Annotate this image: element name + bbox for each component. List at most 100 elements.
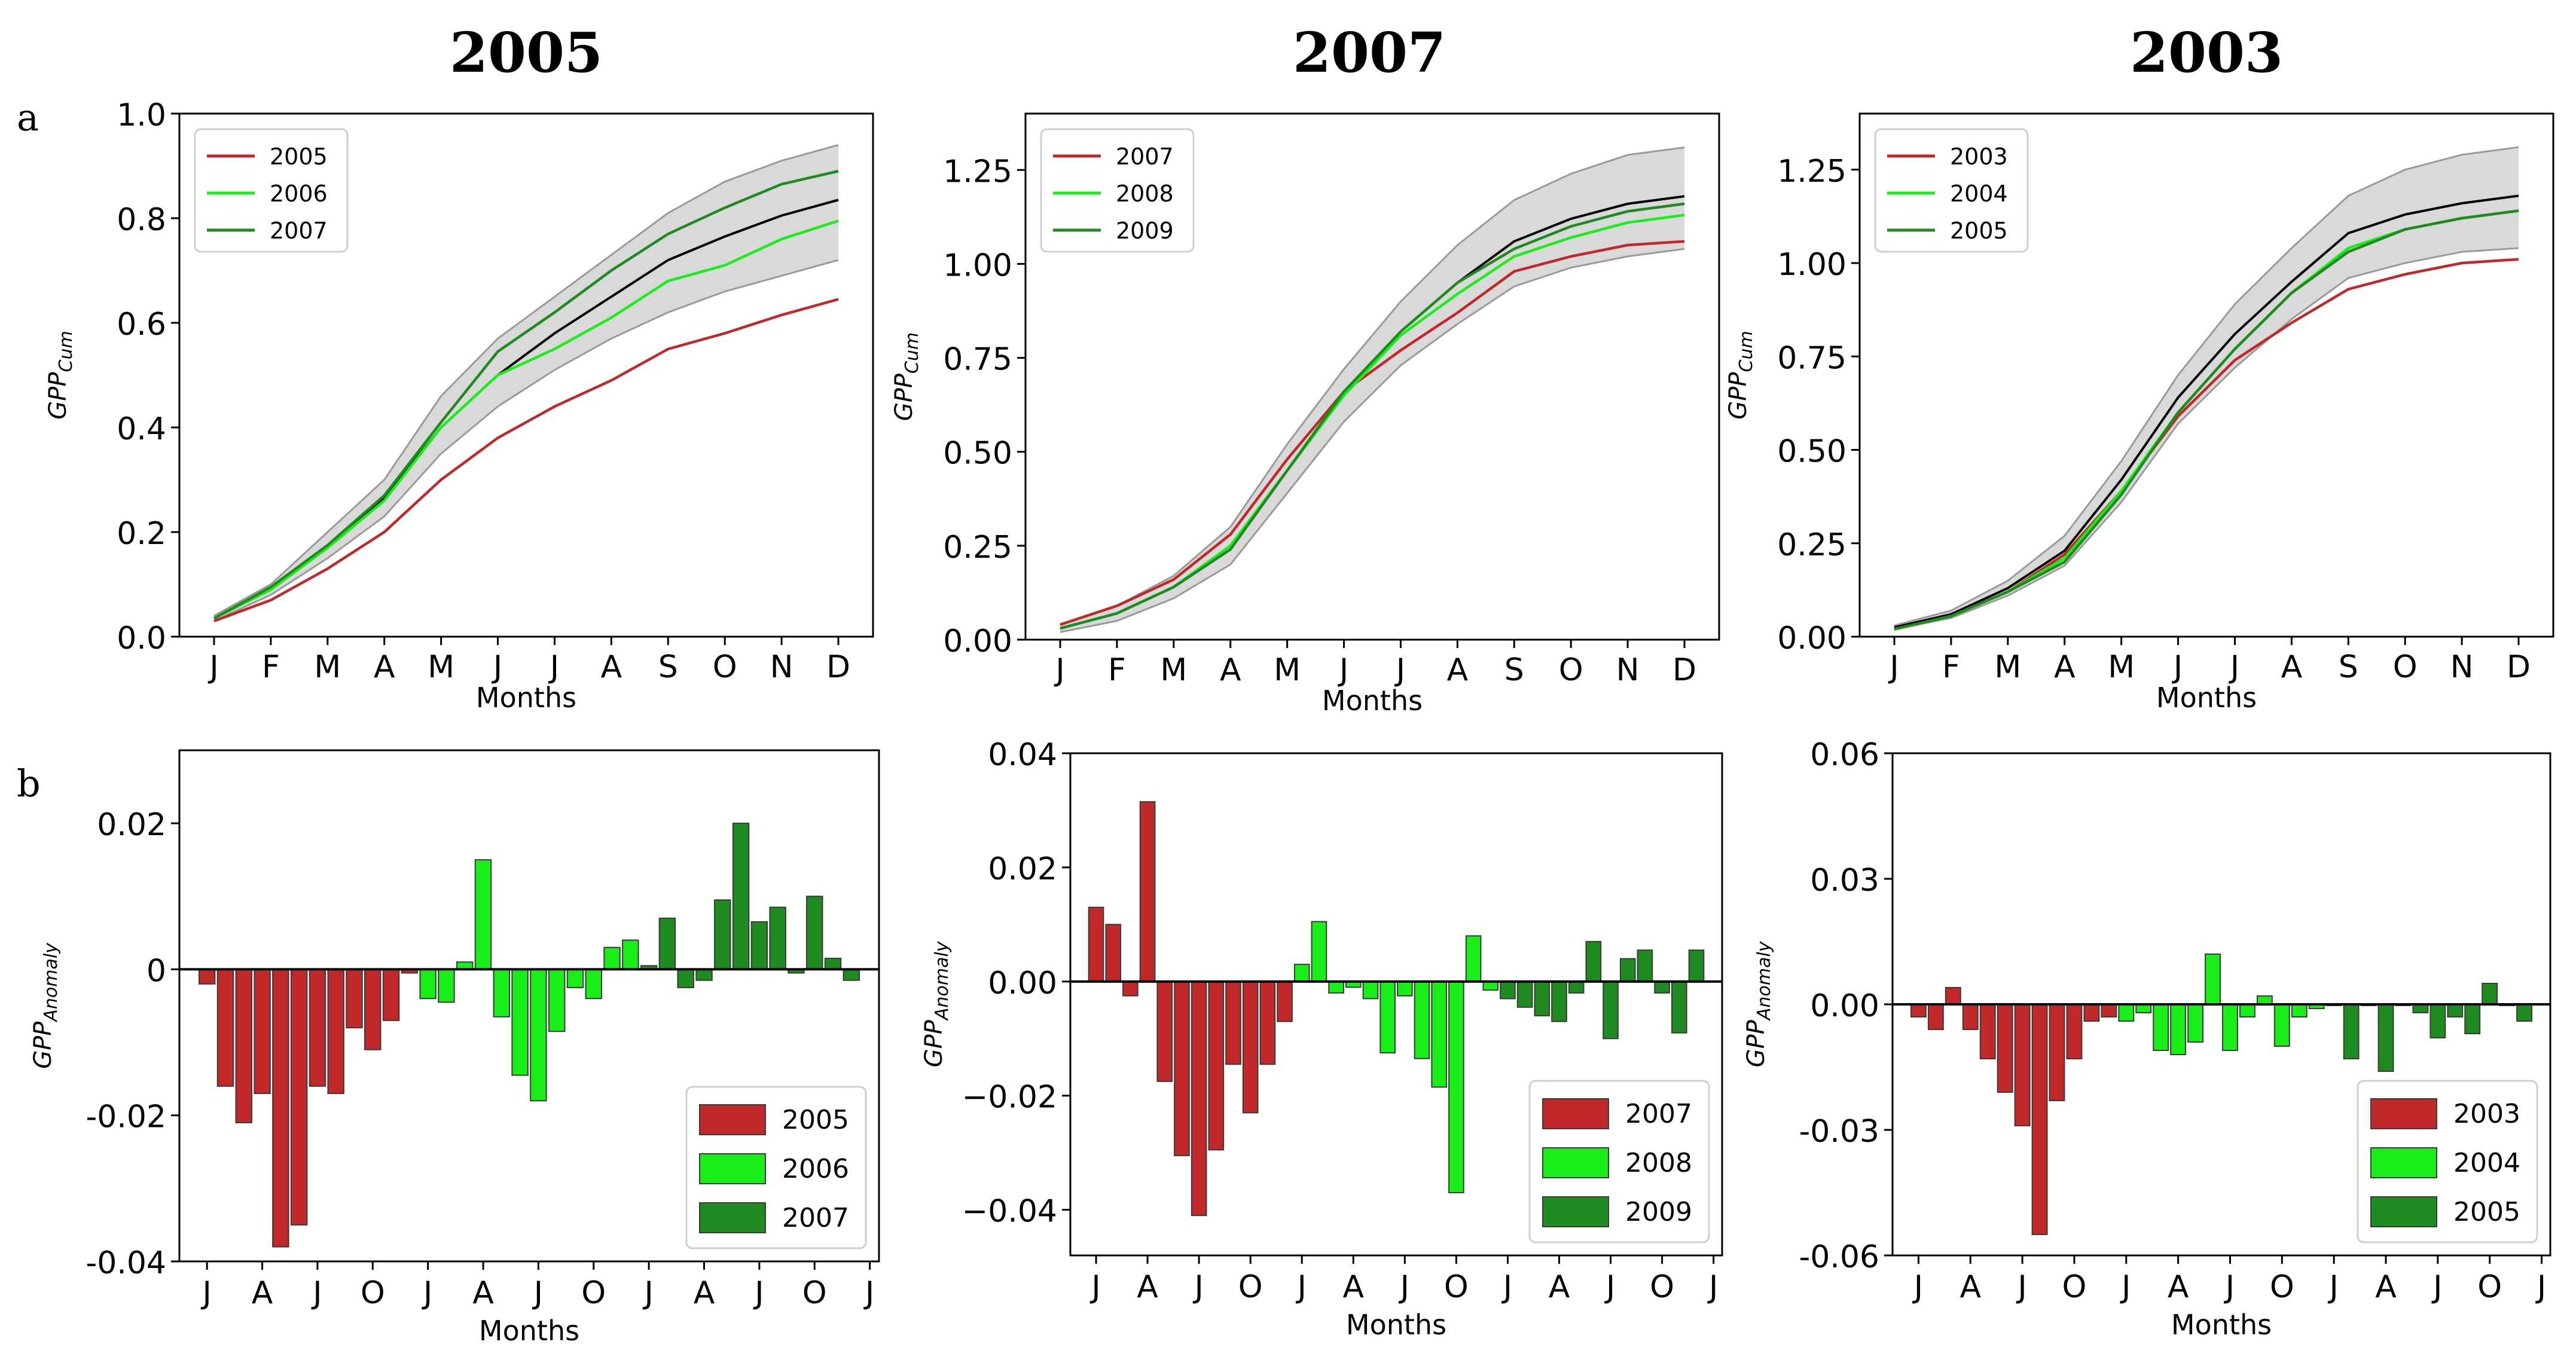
x-tick-label: M (314, 649, 341, 685)
bar-2005-9 (346, 968, 363, 1029)
x-tick-label: J (1501, 1269, 1512, 1305)
y-tick-label: -0.06 (1799, 1239, 1879, 1275)
y-axis-label: GPPCum (890, 332, 923, 421)
bar-2007-6 (732, 823, 750, 970)
plot-frame (1858, 112, 2554, 638)
x-tick-label: O (581, 1275, 606, 1311)
x-tick-label: J (2229, 649, 2239, 685)
bar-2009-7 (1603, 980, 1619, 1040)
legend-swatch-2004 (2370, 1147, 2437, 1178)
band-upper-line (1894, 146, 2519, 627)
chart-title: 2007 (1293, 20, 1446, 85)
x-tick-label: O (1559, 652, 1583, 688)
x-tick-label: J (1089, 1269, 1100, 1305)
x-tick-label: A (1343, 1269, 1365, 1305)
bar-2003-7 (2014, 1004, 2031, 1126)
bar-2005-3 (235, 968, 253, 1123)
x-tick-label: O (1238, 1269, 1263, 1305)
x-tick-label: J (492, 649, 502, 685)
bar-2006-10 (585, 968, 603, 1000)
bar-2004-3 (2153, 1004, 2169, 1051)
x-tick-label: O (1444, 1269, 1469, 1305)
bar-2007-4 (695, 968, 713, 981)
x-tick-label: J (532, 1275, 543, 1311)
x-tick-label: A (2168, 1269, 2189, 1305)
bar-2007-4 (1139, 801, 1156, 982)
bar-2003-3 (1945, 987, 1961, 1005)
y-tick-label: 0.25 (943, 530, 1012, 566)
bar-2008-1 (1293, 964, 1310, 982)
bar-2007-11 (824, 958, 842, 970)
x-axis-label: Months (1346, 1309, 1446, 1341)
x-tick-label: M (1160, 652, 1187, 688)
y-tick-label: 1.25 (1777, 154, 1846, 190)
bar-2003-8 (2031, 1004, 2048, 1235)
bar-2005-4 (254, 968, 271, 1095)
bar-2005-7 (309, 968, 326, 1087)
bar-2005-12 (2516, 1004, 2533, 1022)
x-tick-label: M (1274, 652, 1301, 688)
x-tick-label: M (428, 649, 454, 685)
y-axis-label: GPPCum (1725, 331, 1757, 419)
bar-2007-6 (1174, 980, 1190, 1156)
bar-2003-4 (1962, 1004, 1979, 1030)
bar-2005-6 (290, 968, 308, 1226)
bar-2009-9 (1637, 949, 1653, 982)
x-tick-label: O (1650, 1269, 1674, 1305)
band-lower-line (1894, 247, 2519, 630)
legend-swatch-2007 (1542, 1098, 1609, 1129)
legend-label-2007: 2007 (270, 218, 328, 244)
legend-label-2005: 2005 (2453, 1197, 2520, 1227)
series-line-2006 (213, 219, 839, 620)
series-line-2007 (213, 170, 839, 620)
chart-title: 2003 (2130, 20, 2283, 85)
plot-frame (178, 112, 874, 638)
bar-chart-3: -0.06-0.030.000.030.06J A J O J A J O J A J O JMonth… (1742, 737, 2551, 1341)
x-tick-label: O (2393, 649, 2418, 685)
legend-swatch-2005 (699, 1104, 766, 1135)
bar-2009-5 (1568, 980, 1585, 994)
x-tick-label: J (1192, 1269, 1203, 1305)
bar-2008-2 (1311, 921, 1327, 982)
y-tick-label: 0.8 (117, 202, 166, 238)
x-tick-label: A (374, 649, 395, 685)
legend-label-2003: 2003 (2453, 1099, 2520, 1129)
y-tick-label: 0.4 (117, 411, 166, 447)
bar-2005-6 (2412, 1004, 2429, 1013)
y-tick-label: 0.03 (1810, 863, 1879, 899)
x-tick-label: J (1912, 1269, 1923, 1305)
bar-2006-11 (603, 946, 621, 970)
bar-2009-10 (1654, 980, 1670, 994)
series-line-2005 (213, 298, 839, 622)
bar-2007-2 (658, 917, 676, 970)
x-tick-label: J (1604, 1269, 1615, 1305)
legend: 2005 2006 2007 (194, 128, 349, 253)
legend-swatch-2007 (699, 1202, 766, 1233)
x-tick-label: J (1399, 1269, 1409, 1305)
x-tick-label: A (601, 649, 622, 685)
bar-2006-2 (438, 968, 455, 1003)
legend-label-2009: 2009 (1625, 1197, 1692, 1227)
bar-2007-1 (1088, 906, 1104, 982)
y-tick-label: 0.00 (1777, 621, 1846, 656)
bar-2007-8 (769, 906, 786, 970)
y-tick-label: -0.02 (86, 1099, 166, 1135)
x-axis-label: Months (476, 682, 576, 714)
bar-2006-5 (493, 968, 511, 1017)
bar-chart-2: −0.04−0.020.000.020.04J A J O J A J O J A J O JMonth… (920, 737, 1723, 1341)
bar-2007-12 (843, 968, 860, 981)
y-tick-label: 1.25 (943, 154, 1012, 190)
y-tick-label: 0.04 (988, 737, 1057, 773)
x-tick-label: A (1549, 1269, 1570, 1305)
legend-label-2009: 2009 (1116, 218, 1174, 244)
x-tick-label: J (1338, 652, 1348, 688)
bar-2008-3 (1328, 980, 1344, 994)
x-tick-label: J (2016, 1269, 2026, 1305)
x-tick-label: J (2172, 649, 2183, 685)
y-tick-label: 0.50 (1777, 434, 1846, 470)
legend-label-2005: 2005 (1950, 218, 2008, 244)
bar-2007-9 (1225, 980, 1241, 1065)
